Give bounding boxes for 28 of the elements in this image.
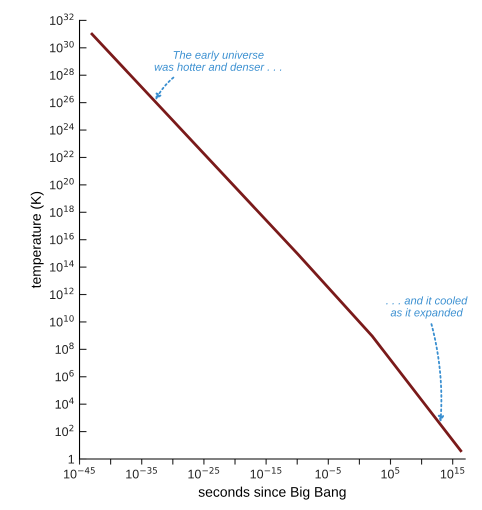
x-tick-label: 10$^{−45}$ (64, 467, 95, 479)
y-tick-label: 10$^{8}$ (56, 342, 74, 354)
x-tick-label: 10$^{15}$ (440, 467, 464, 479)
y-tick-label: 10$^{2}$ (56, 424, 74, 436)
y-tick-label: 10$^{22}$ (50, 150, 74, 162)
x-tick-label: 10$^{−35}$ (126, 467, 158, 479)
y-tick-label: 1 (68, 454, 74, 464)
y-tick-label: 10$^{32}$ (50, 14, 74, 25)
y-tick-label: 10$^{18}$ (50, 205, 74, 217)
y-tick-label: 10$^{12}$ (50, 288, 74, 300)
y-axis-title: temperature (K) (30, 192, 44, 288)
annotation: The early universe was hotter and denser . . . (154, 50, 282, 71)
y-tick-label: 10$^{4}$ (56, 397, 74, 409)
annotation: . . . and it cooled as it expanded (386, 296, 468, 319)
y-tick-label: 10$^{16}$ (50, 232, 74, 244)
x-tick-label: 10$^{−25}$ (188, 467, 220, 479)
y-tick-label: 10$^{30}$ (50, 40, 74, 52)
y-tick-label: 10$^{26}$ (50, 96, 74, 108)
y-tick-label: 10$^{14}$ (50, 260, 74, 272)
y-tick-label: 10$^{24}$ (50, 123, 74, 135)
x-tick-label: 10$^{5}$ (381, 467, 400, 479)
x-tick-label: 10$^{−5}$ (316, 467, 341, 479)
x-tick-label: 10$^{−15}$ (250, 467, 282, 479)
x-axis-title: seconds since Big Bang (198, 486, 346, 500)
y-tick-label: 10$^{28}$ (50, 68, 74, 80)
y-tick-label: 10$^{6}$ (56, 370, 74, 382)
y-tick-label: 10$^{20}$ (50, 178, 74, 190)
y-tick-label: 10$^{10}$ (50, 315, 74, 326)
